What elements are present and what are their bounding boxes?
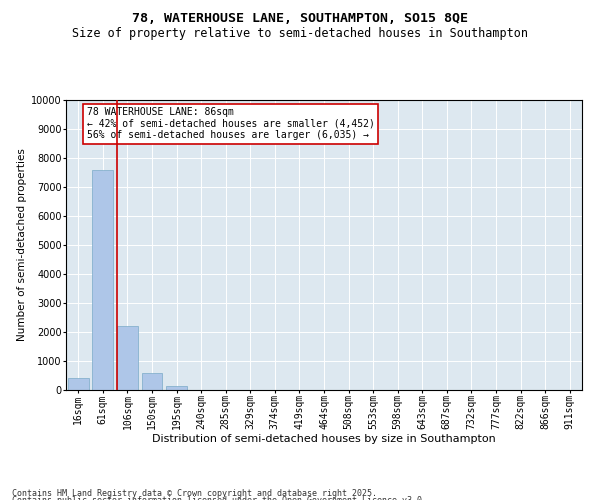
Text: 78, WATERHOUSE LANE, SOUTHAMPTON, SO15 8QE: 78, WATERHOUSE LANE, SOUTHAMPTON, SO15 8…	[132, 12, 468, 26]
Text: Size of property relative to semi-detached houses in Southampton: Size of property relative to semi-detach…	[72, 28, 528, 40]
Text: Contains public sector information licensed under the Open Government Licence v3: Contains public sector information licen…	[12, 496, 427, 500]
Text: Contains HM Land Registry data © Crown copyright and database right 2025.: Contains HM Land Registry data © Crown c…	[12, 488, 377, 498]
Bar	[68, 378, 89, 390]
X-axis label: Distribution of semi-detached houses by size in Southampton: Distribution of semi-detached houses by …	[152, 434, 496, 444]
Bar	[92, 170, 113, 390]
Y-axis label: Number of semi-detached properties: Number of semi-detached properties	[17, 148, 27, 342]
Text: 78 WATERHOUSE LANE: 86sqm
← 42% of semi-detached houses are smaller (4,452)
56% : 78 WATERHOUSE LANE: 86sqm ← 42% of semi-…	[86, 108, 374, 140]
Bar	[166, 386, 187, 390]
Bar	[117, 326, 138, 390]
Bar	[142, 372, 163, 390]
